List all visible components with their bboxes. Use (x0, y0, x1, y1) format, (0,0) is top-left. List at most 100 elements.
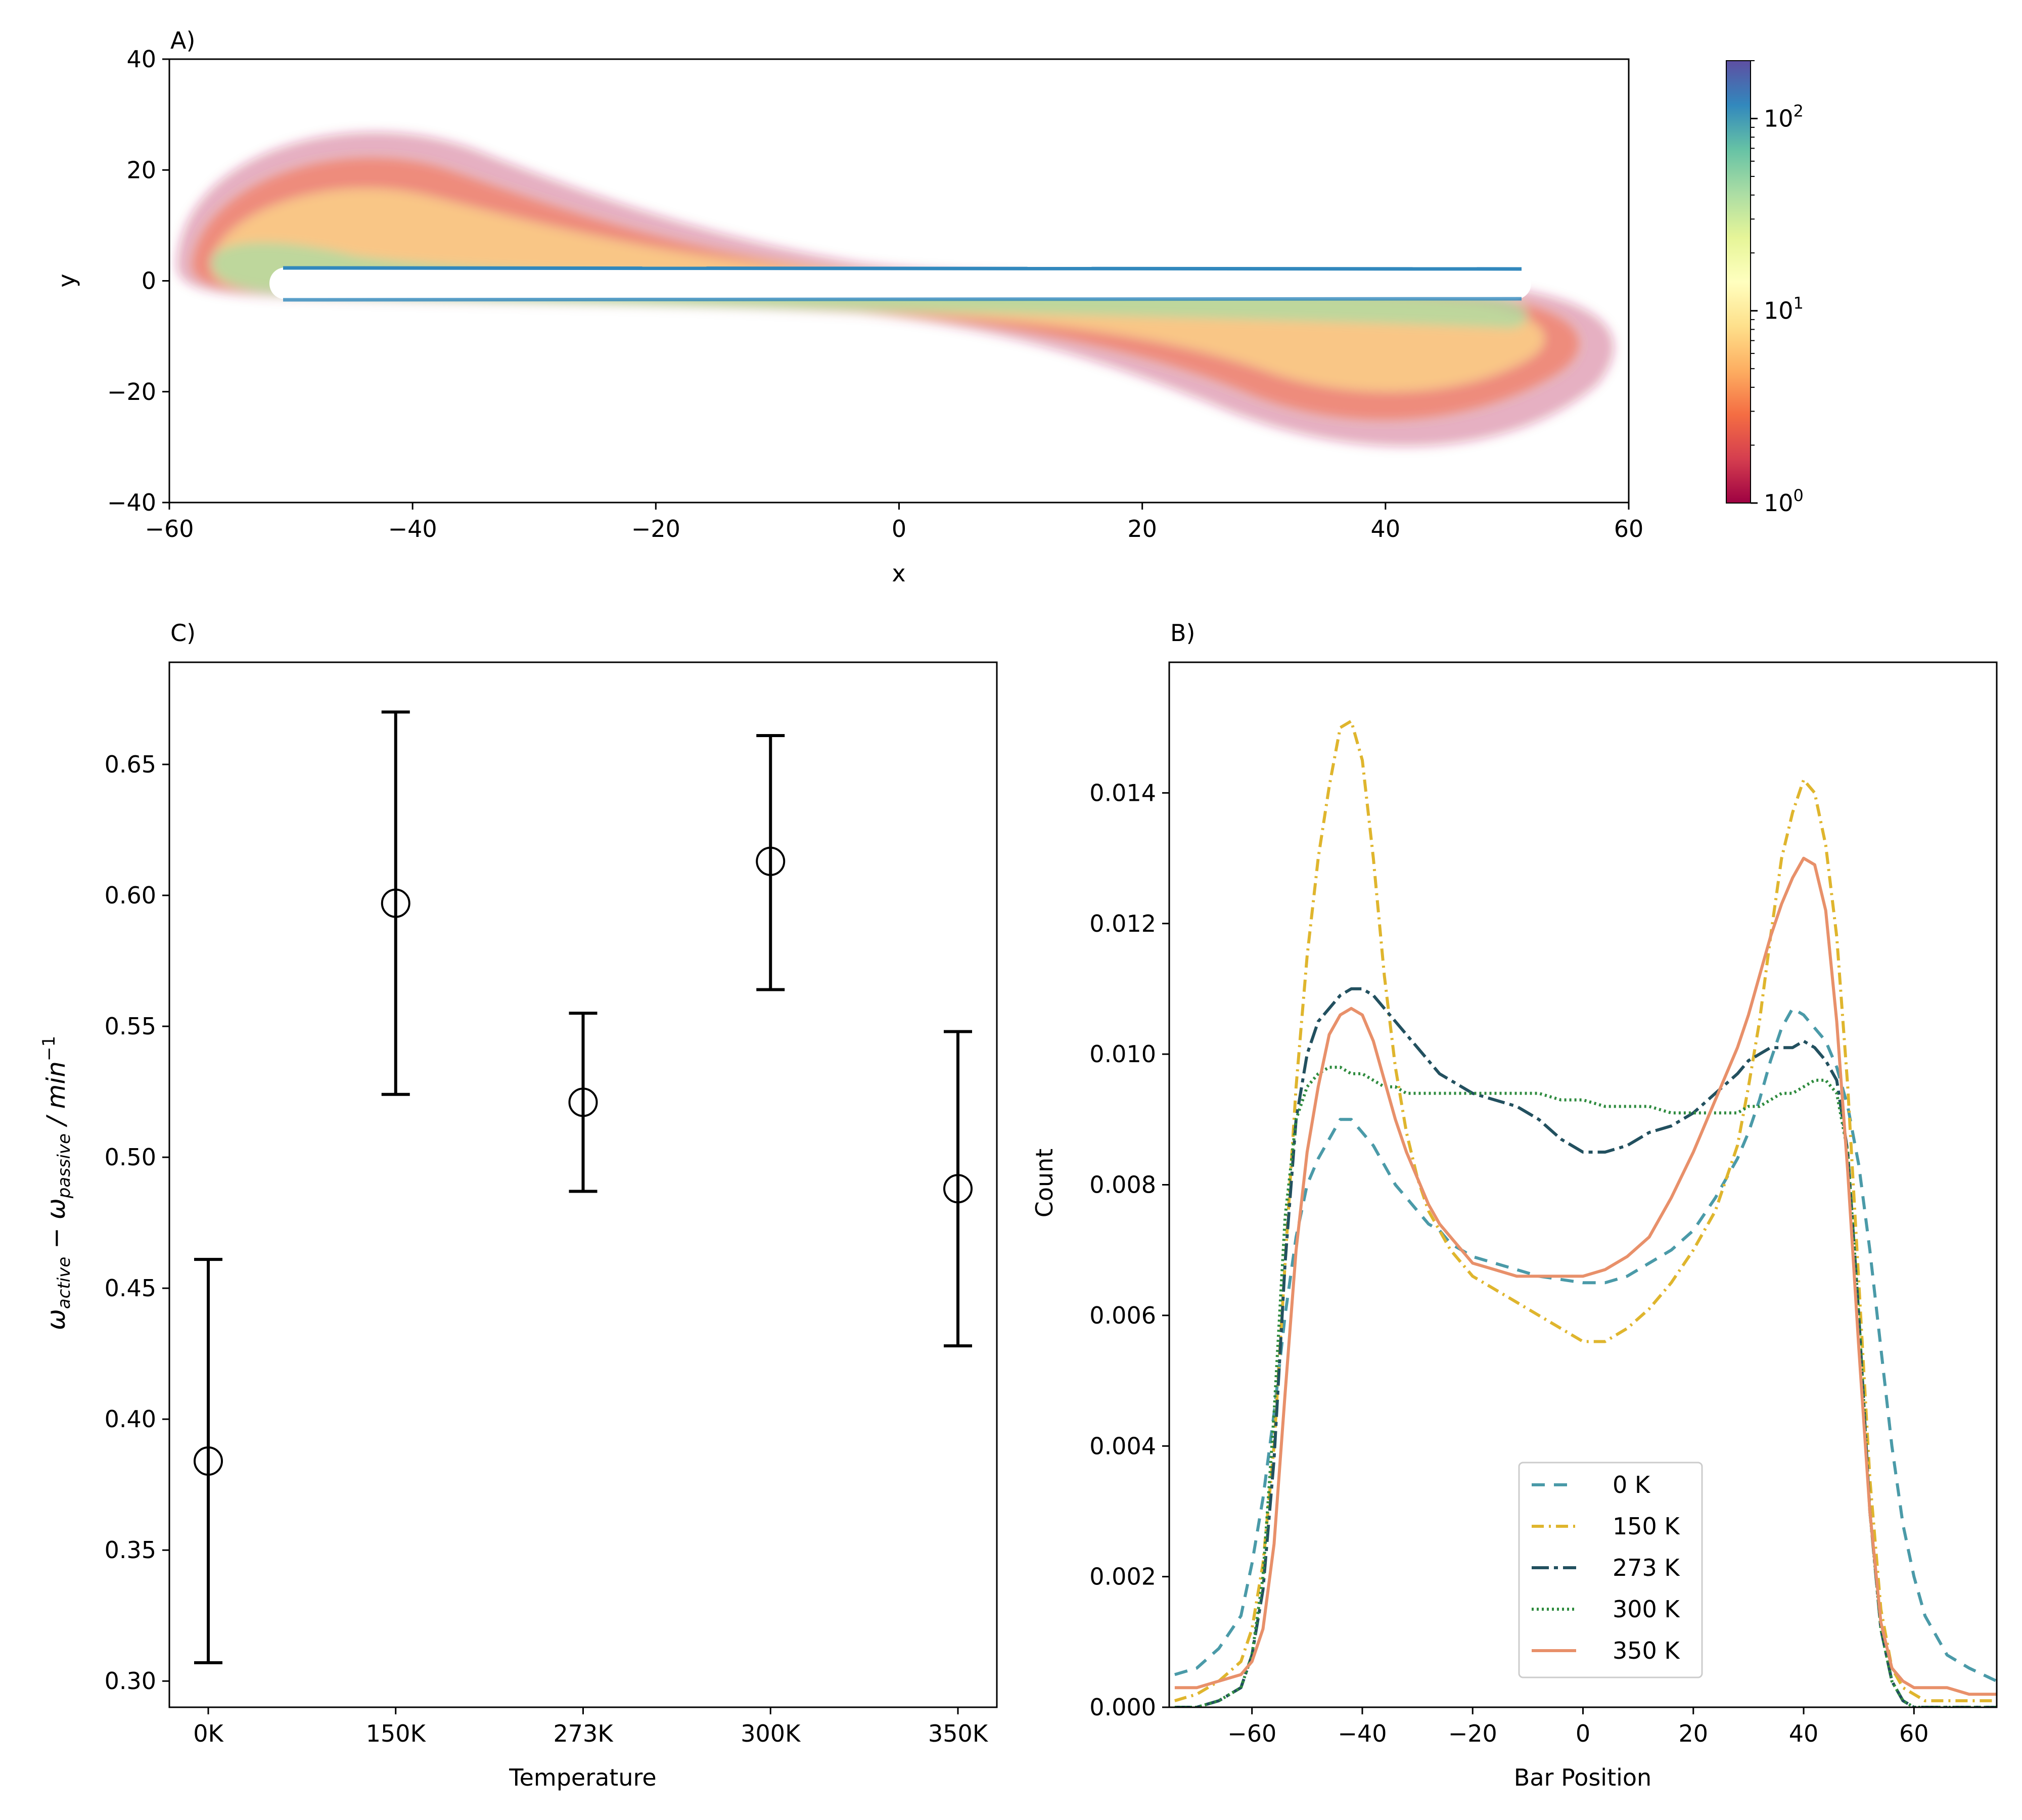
x-tick-label: 40 (1371, 515, 1401, 542)
x-tick-label: −60 (1227, 1720, 1276, 1747)
legend-label: 273 K (1613, 1554, 1680, 1581)
x-tick-label: −20 (1448, 1720, 1497, 1747)
panel-a-x-ticks: −60 −40 −20 0 20 40 60 (145, 503, 1643, 542)
legend-frame (1518, 1462, 1703, 1678)
x-tick-label: 350K (928, 1720, 989, 1747)
series-line-300k (1174, 1066, 1997, 1707)
y-tick-label: 0.004 (1089, 1432, 1156, 1460)
panel-b-x-ticks: −60 −40 −20 0 20 40 60 (1227, 1707, 1929, 1747)
legend-items: 0 K 150 K 273 K 300 K 350 K (1532, 1471, 1680, 1664)
x-tick-label: 60 (1899, 1720, 1929, 1747)
panel-a-ylabel: y (53, 274, 80, 287)
ylabel-minus: − (41, 1219, 71, 1257)
colorbar-tick-label: 102 (1764, 101, 1804, 132)
ylabel-unit: / min (41, 1061, 71, 1133)
data-point (381, 888, 410, 918)
legend-label: 0 K (1613, 1471, 1651, 1498)
colorbar-tick-base: 10 (1764, 105, 1794, 132)
panel-a-y-ticks: −40 −20 0 20 40 (107, 46, 169, 516)
x-tick-label: −60 (145, 515, 194, 542)
colorbar-tick-base: 10 (1764, 489, 1794, 517)
y-tick-label: 0.008 (1089, 1171, 1156, 1199)
y-tick-label: 0.010 (1089, 1040, 1156, 1068)
y-tick-label: 0.65 (105, 751, 156, 778)
series-line-350k (1174, 856, 1997, 1696)
ylabel-omega-passive: ω (41, 1198, 71, 1219)
colorbar-tick-exponent: 2 (1794, 101, 1804, 120)
legend: 0 K 150 K 273 K 300 K 350 K (1518, 1462, 1703, 1678)
series-line-0k (1174, 1007, 1997, 1683)
x-tick-label: 20 (1678, 1720, 1708, 1747)
colorbar-tick-base: 10 (1764, 297, 1794, 325)
colorbar-tick-exponent: 0 (1794, 486, 1804, 505)
panel-c-points (194, 710, 973, 1664)
panel-c-x-ticks: 0K 150K 273K 300K 350K (193, 1707, 989, 1747)
panel-b-label: B) (1170, 619, 1196, 647)
legend-label: 300 K (1613, 1596, 1680, 1623)
colorbar-tick-label: 100 (1764, 486, 1804, 517)
x-tick-label: 0 (1576, 1720, 1590, 1747)
data-point (943, 1174, 973, 1204)
y-tick-label: −20 (107, 378, 156, 405)
y-tick-label: 0.000 (1089, 1694, 1156, 1721)
y-tick-label: 0.50 (105, 1144, 156, 1171)
panel-c-y-ticks: 0.30 0.35 0.40 0.45 0.50 0.55 0.60 0.65 (105, 751, 169, 1695)
y-tick-label: 0.002 (1089, 1563, 1156, 1590)
y-tick-label: 0.014 (1089, 779, 1156, 806)
legend-label: 350 K (1613, 1637, 1680, 1664)
y-tick-label: 20 (126, 156, 156, 184)
series-line-150k (1174, 719, 1997, 1703)
x-tick-label: −20 (631, 515, 680, 542)
y-tick-label: 0.30 (105, 1667, 156, 1695)
x-tick-label: −40 (388, 515, 437, 542)
ylabel-omega-active: ω (41, 1309, 71, 1330)
data-point (756, 846, 786, 876)
data-point (194, 1446, 223, 1476)
panel-b-y-ticks: 0.000 0.002 0.004 0.006 0.008 0.010 0.012 0.014 (1089, 779, 1169, 1721)
x-tick-label: −40 (1338, 1720, 1387, 1747)
x-tick-label: 20 (1127, 515, 1157, 542)
panel-b-lines (1174, 719, 1997, 1707)
panel-b: B) 0.0000.0020.0040.0060.0080.0100.0120.… (1031, 619, 1998, 1791)
panel-c-ylabel: ωactive − ωpassive / min−1 (39, 1036, 74, 1330)
data-point (568, 1087, 598, 1117)
x-tick-label: 273K (554, 1720, 614, 1747)
y-tick-label: 0.40 (105, 1405, 156, 1433)
panel-b-ylabel: Count (1031, 1149, 1058, 1218)
y-tick-label: −40 (107, 489, 156, 516)
x-tick-label: 300K (741, 1720, 801, 1747)
y-tick-label: 40 (126, 46, 156, 73)
y-tick-label: 0.006 (1089, 1302, 1156, 1329)
x-tick-label: 60 (1614, 515, 1644, 542)
y-tick-label: 0.60 (105, 882, 156, 909)
panel-c-label: C) (170, 619, 196, 647)
x-tick-label: 40 (1789, 1720, 1819, 1747)
density-heatmap (176, 132, 1614, 446)
panel-c-xlabel: Temperature (509, 1764, 656, 1791)
series-line-273k (1174, 987, 1997, 1707)
y-tick-label: 0.55 (105, 1013, 156, 1040)
ylabel-sup: −1 (39, 1036, 59, 1061)
y-tick-label: 0.012 (1089, 910, 1156, 937)
panel-a-xlabel: x (892, 560, 905, 587)
colorbar-tick-label: 101 (1764, 294, 1804, 325)
bar-obstacle (269, 267, 1531, 299)
bar-lower-contact (283, 297, 1522, 302)
panel-a-label: A) (170, 27, 195, 54)
panel-b-xlabel: Bar Position (1514, 1764, 1651, 1791)
colorbar-gradient (1726, 60, 1751, 504)
y-tick-label: 0.35 (105, 1536, 156, 1564)
x-tick-label: 0 (892, 515, 906, 542)
y-tick-label: 0 (142, 267, 156, 295)
x-tick-label: 150K (366, 1720, 427, 1747)
x-tick-label: 0K (193, 1720, 224, 1747)
ylabel-sub-passive: passive (54, 1133, 74, 1199)
colorbar-tick-exponent: 1 (1794, 294, 1804, 313)
ylabel-sub-active: active (54, 1257, 74, 1309)
legend-label: 150 K (1613, 1513, 1680, 1540)
bar-upper-contact (283, 266, 1522, 271)
